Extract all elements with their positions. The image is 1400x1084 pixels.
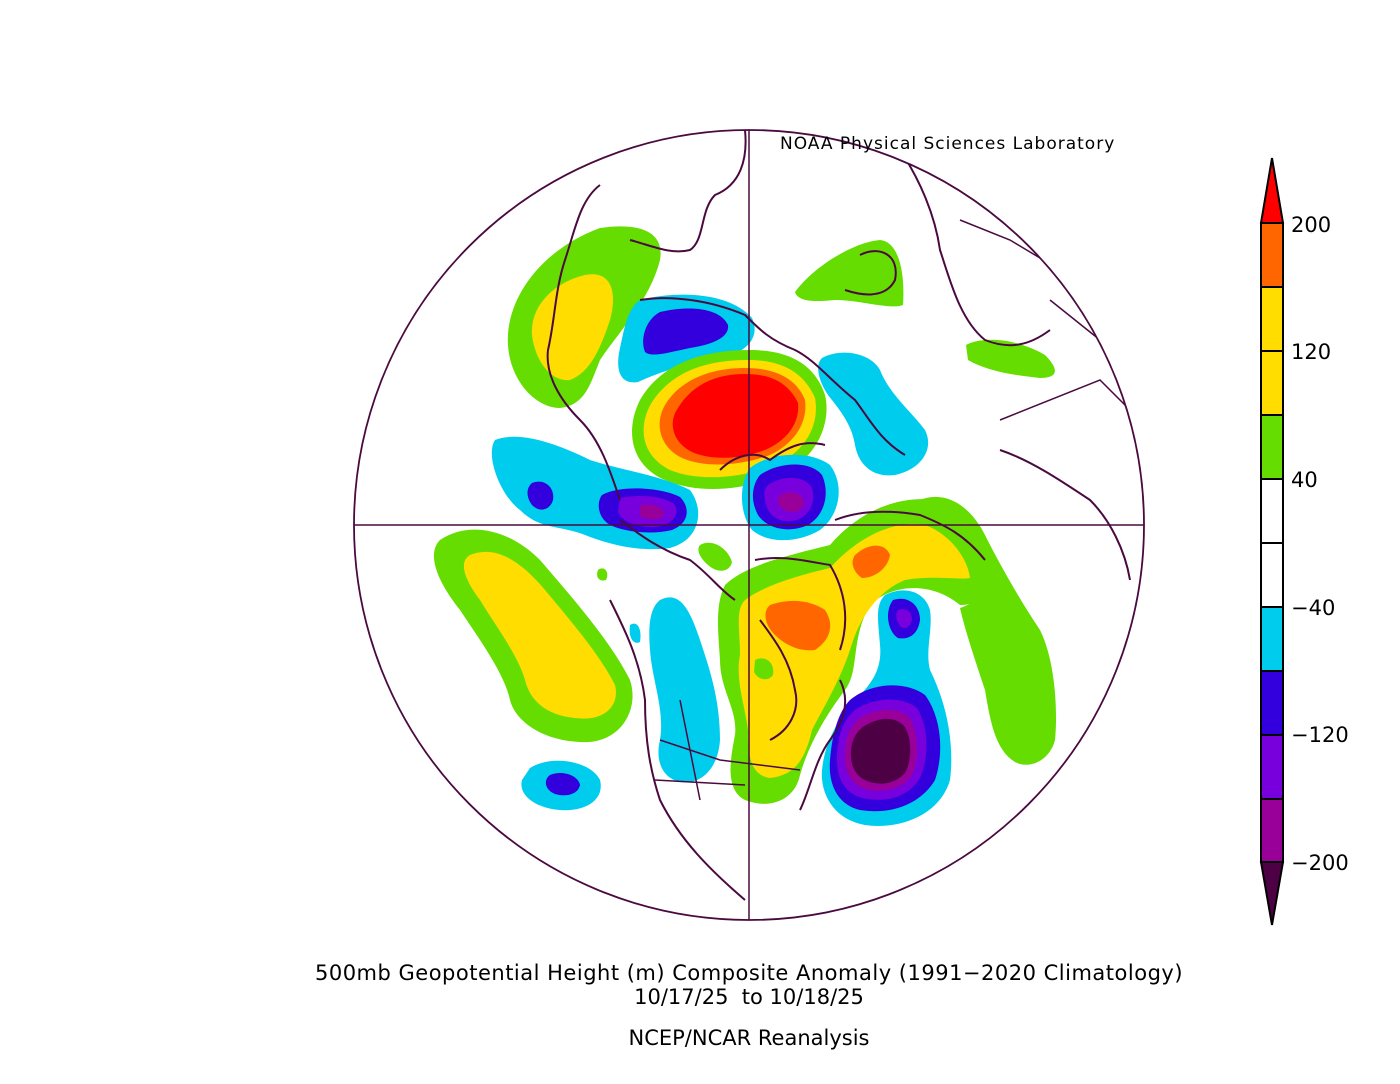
anomaly-western-na-negative	[649, 597, 720, 783]
colorbar-label-120: 120	[1291, 340, 1331, 364]
colorbar-max-arrow	[1259, 157, 1285, 224]
credit-text: NOAA Physical Sciences Laboratory	[780, 134, 1115, 154]
colorbar-label-40: 40	[1291, 468, 1318, 492]
chart-title: 500mb Geopotential Height (m) Composite …	[315, 961, 1183, 985]
anomaly-barents-negative	[818, 352, 929, 476]
coastlines	[546, 130, 1131, 901]
anomaly-eastern-atlantic-positive	[920, 496, 1057, 765]
dataset-label: NCEP/NCAR Reanalysis	[629, 1026, 870, 1050]
anomaly-europe-positive	[795, 240, 904, 307]
colorbar-label-200: 200	[1291, 213, 1331, 237]
globe-boundary	[353, 129, 1145, 921]
date-range: 10/17/25 to 10/18/25	[634, 985, 864, 1009]
colorbar-min-arrow	[1259, 861, 1285, 926]
colorbar-label-neg200: −200	[1291, 851, 1349, 875]
colorbar	[1259, 157, 1285, 926]
colorbar-label-neg120: −120	[1291, 723, 1349, 747]
colorbar-label-neg40: −40	[1291, 596, 1335, 620]
colorbar-labels: 200 120 40 −40 −120 −200	[1291, 213, 1349, 875]
